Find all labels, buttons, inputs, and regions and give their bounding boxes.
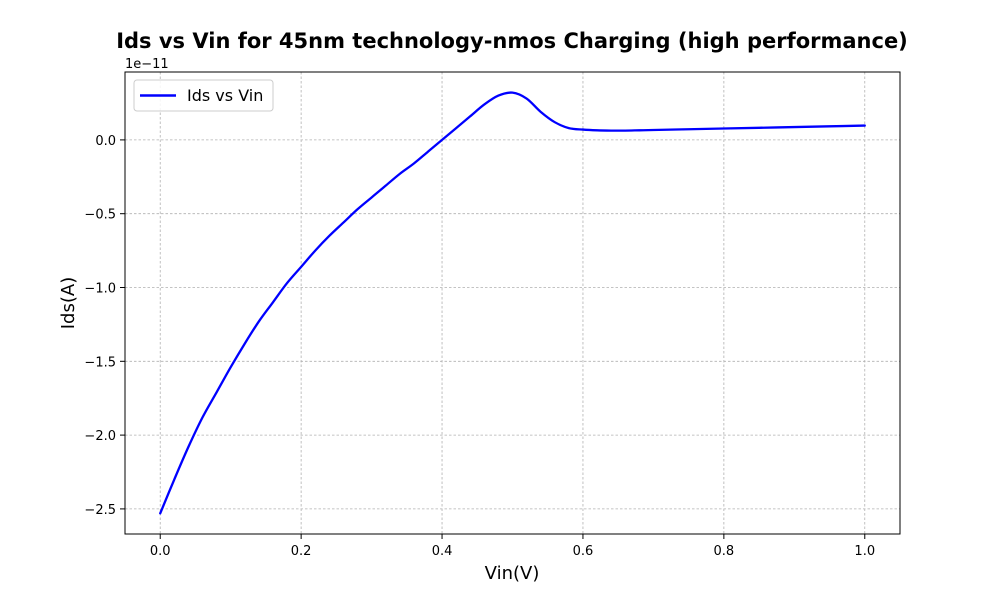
x-tick-label: 0.8 xyxy=(714,544,735,559)
series-line-ids-vs-vin xyxy=(159,91,866,515)
y-tick-label: −0.5 xyxy=(84,208,116,223)
plot-area-frame xyxy=(124,71,901,535)
y-tick-label: −1.5 xyxy=(84,355,116,370)
legend: Ids vs Vin xyxy=(133,79,274,112)
x-axis-label: Vin(V) xyxy=(485,563,540,584)
x-tick-label: 0.6 xyxy=(573,544,594,559)
y-tick-label: −2.5 xyxy=(84,503,116,518)
x-tick-label: 0.4 xyxy=(432,544,453,559)
y-axis-label: Ids(A) xyxy=(58,277,79,329)
y-tick-label: 0.0 xyxy=(95,134,116,149)
x-ticks: 0.0 0.2 0.4 0.6 0.8 1.0 xyxy=(150,534,875,559)
legend-label-ids-vs-vin: Ids vs Vin xyxy=(187,86,263,105)
y-tick-label: −1.0 xyxy=(84,282,116,297)
chart-title: Ids vs Vin for 45nm technology-nmos Char… xyxy=(116,29,908,53)
y-tick-label: −2.0 xyxy=(84,429,116,444)
x-tick-label: 0.2 xyxy=(291,544,312,559)
y-ticks: −2.5 −2.0 −1.5 −1.0 −0.5 0.0 xyxy=(84,134,125,518)
x-tick-label: 0.0 xyxy=(150,544,171,559)
plot-lines xyxy=(159,91,866,515)
legend-box xyxy=(133,79,274,112)
x-tick-label: 1.0 xyxy=(854,544,875,559)
grid-lines xyxy=(125,72,900,534)
y-offset-label: 1e−11 xyxy=(125,57,169,72)
